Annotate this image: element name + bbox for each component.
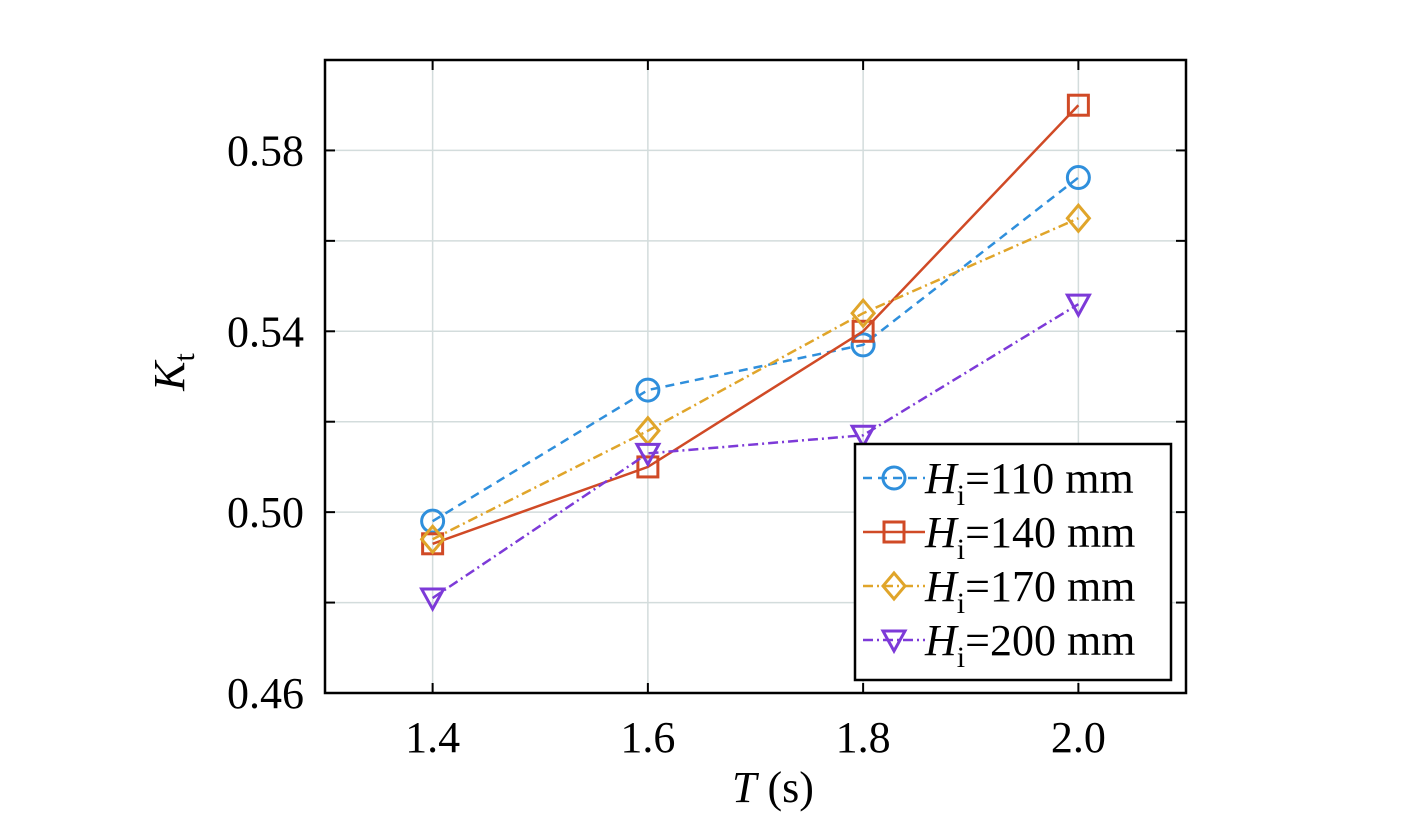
- legend-label: Hi=170 mm: [924, 562, 1135, 620]
- series-line: [431, 303, 1080, 600]
- legend-label-variable: H: [924, 616, 959, 665]
- tick-labels: 1.4 1.6 1.8 2.0 0.46 0.50 0.54 0.58: [227, 126, 1106, 762]
- y-tick-label: 0.46: [227, 669, 304, 718]
- x-axis-label: T (s): [732, 763, 814, 812]
- legend-label: Hi=140 mm: [924, 508, 1135, 566]
- x-tick-label: 1.8: [836, 713, 891, 762]
- plot-frame: [323, 58, 1188, 695]
- legend-label-variable: H: [924, 562, 959, 611]
- x-axis-variable: T: [732, 763, 760, 812]
- x-tick-label: 1.4: [405, 713, 460, 762]
- data-point: [419, 523, 446, 555]
- legend-label-value: =200 mm: [965, 616, 1135, 665]
- legend-entry-2: Hi=140 mm: [863, 508, 1135, 566]
- legend-swatch-marker: [881, 570, 907, 602]
- legend-label-value: =140 mm: [965, 508, 1135, 557]
- legend-label-value: =170 mm: [965, 562, 1135, 611]
- series-line: [431, 176, 1080, 523]
- legend-label-variable: H: [924, 508, 959, 557]
- data-point: [419, 587, 447, 613]
- y-axis-label: Kt: [145, 352, 201, 391]
- data-point: [1065, 165, 1091, 191]
- legend-entry-4: Hi=200 mm: [863, 616, 1135, 674]
- data-point: [850, 297, 877, 329]
- data-point: [1064, 293, 1092, 319]
- series-line: [432, 104, 1080, 545]
- y-axis-variable: K: [145, 359, 194, 392]
- x-axis-unit: (s): [757, 763, 814, 812]
- data-point: [635, 377, 661, 403]
- legend-entry-1: Hi=110 mm: [863, 454, 1134, 512]
- data-point: [849, 424, 877, 450]
- series-2: [421, 93, 1090, 556]
- legend-label: Hi=110 mm: [924, 454, 1134, 512]
- legend-label: Hi=200 mm: [924, 616, 1135, 674]
- legend-entry-3: Hi=170 mm: [863, 562, 1135, 620]
- y-tick-label: 0.58: [227, 126, 304, 175]
- legend-swatch-marker: [880, 629, 908, 655]
- data-point: [634, 442, 662, 468]
- data-point: [1066, 93, 1090, 117]
- series-1: [420, 165, 1091, 534]
- series-3: [419, 202, 1092, 555]
- data-point: [636, 455, 660, 479]
- legend-label-subscript: i: [957, 533, 965, 566]
- legend-label-variable: H: [924, 454, 959, 503]
- data-point: [851, 319, 875, 343]
- legend-label-subscript: i: [957, 479, 965, 512]
- legend-label-value: =110 mm: [965, 454, 1134, 503]
- legend-label-subscript: i: [957, 587, 965, 620]
- x-tick-label: 1.6: [620, 713, 675, 762]
- data-point: [420, 508, 446, 534]
- legend-swatch-marker: [881, 465, 907, 491]
- axis-ticks: [325, 60, 1186, 694]
- y-tick-label: 0.54: [227, 307, 304, 356]
- legend-label-subscript: i: [957, 641, 965, 674]
- data-point: [850, 332, 876, 358]
- grid: [325, 60, 1186, 693]
- y-axis-subscript: t: [168, 352, 201, 361]
- legend-swatch-marker: [882, 520, 906, 544]
- series-layer: [419, 93, 1092, 613]
- data-point: [1065, 202, 1092, 234]
- series-4: [419, 293, 1092, 613]
- y-tick-label: 0.50: [227, 488, 304, 537]
- x-tick-label: 2.0: [1051, 713, 1106, 762]
- series-line: [432, 217, 1079, 541]
